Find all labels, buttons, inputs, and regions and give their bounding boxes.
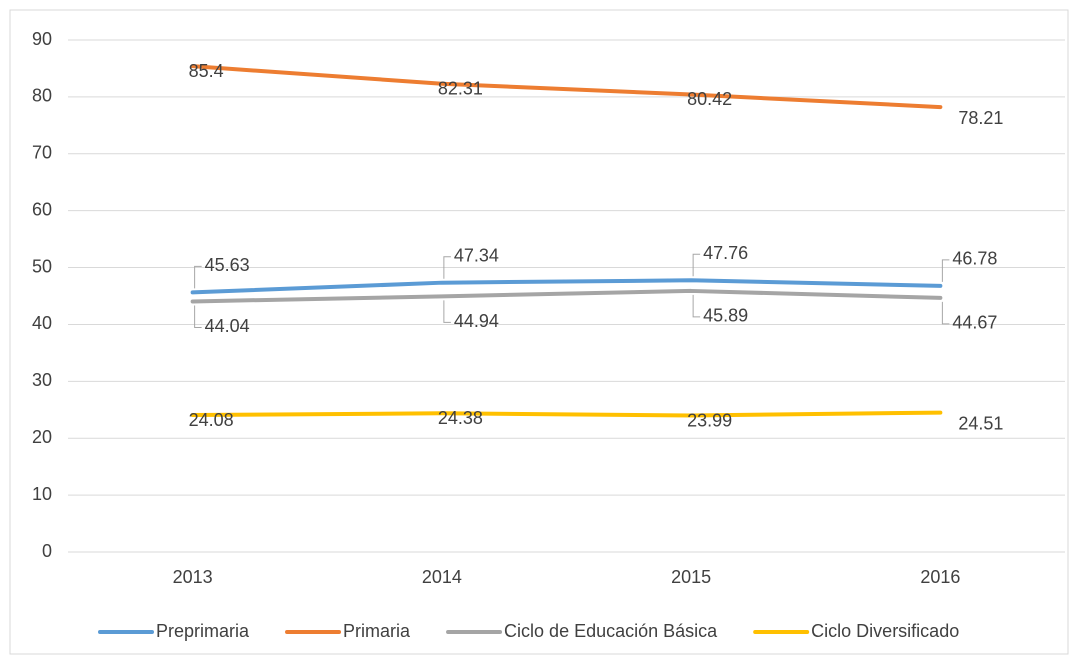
y-tick-label: 0 bbox=[42, 541, 52, 561]
label-leader bbox=[692, 253, 701, 277]
data-label: 82.31 bbox=[438, 78, 483, 98]
x-tick-label: 2016 bbox=[920, 567, 960, 587]
y-tick-label: 10 bbox=[32, 484, 52, 504]
data-label: 23.99 bbox=[687, 410, 732, 430]
label-leader bbox=[194, 305, 202, 328]
data-label: 46.78 bbox=[952, 249, 997, 269]
series-line bbox=[190, 64, 943, 110]
y-tick-label: 40 bbox=[32, 313, 52, 333]
legend-label: Primaria bbox=[343, 621, 411, 641]
y-tick-label: 60 bbox=[32, 199, 52, 219]
label-leader bbox=[443, 300, 451, 323]
data-label: 85.4 bbox=[189, 61, 224, 81]
y-tick-label: 20 bbox=[32, 427, 52, 447]
chart-border bbox=[9, 9, 1069, 655]
data-label: 44.94 bbox=[454, 311, 499, 331]
label-leader bbox=[194, 265, 202, 289]
legend-label: Preprimaria bbox=[156, 621, 250, 641]
series-line bbox=[190, 288, 943, 304]
data-label: 44.04 bbox=[205, 316, 250, 336]
y-tick-label: 80 bbox=[32, 86, 52, 106]
data-label: 45.63 bbox=[205, 255, 250, 275]
data-label: 47.34 bbox=[454, 245, 499, 265]
data-label: 47.76 bbox=[703, 243, 748, 263]
y-tick-label: 50 bbox=[32, 256, 52, 276]
x-tick-label: 2013 bbox=[173, 567, 213, 587]
data-label: 24.51 bbox=[958, 413, 1003, 433]
label-leader bbox=[941, 259, 950, 282]
y-tick-label: 30 bbox=[32, 370, 52, 390]
data-label: 78.21 bbox=[958, 108, 1003, 128]
label-leader bbox=[692, 294, 701, 318]
y-tick-label: 90 bbox=[32, 29, 52, 49]
legend-label: Ciclo de Educación Básica bbox=[504, 621, 718, 641]
y-tick-label: 70 bbox=[32, 143, 52, 163]
label-leader bbox=[941, 301, 950, 325]
data-label: 24.08 bbox=[189, 410, 234, 430]
data-label: 44.67 bbox=[952, 313, 997, 333]
series-line bbox=[190, 278, 943, 295]
x-tick-label: 2014 bbox=[422, 567, 462, 587]
legend-label: Ciclo Diversificado bbox=[811, 621, 959, 641]
series-line bbox=[190, 410, 943, 418]
data-label: 80.42 bbox=[687, 89, 732, 109]
x-tick-label: 2015 bbox=[671, 567, 711, 587]
data-label: 45.89 bbox=[703, 306, 748, 326]
data-label: 24.38 bbox=[438, 408, 483, 428]
label-leader bbox=[443, 256, 451, 279]
